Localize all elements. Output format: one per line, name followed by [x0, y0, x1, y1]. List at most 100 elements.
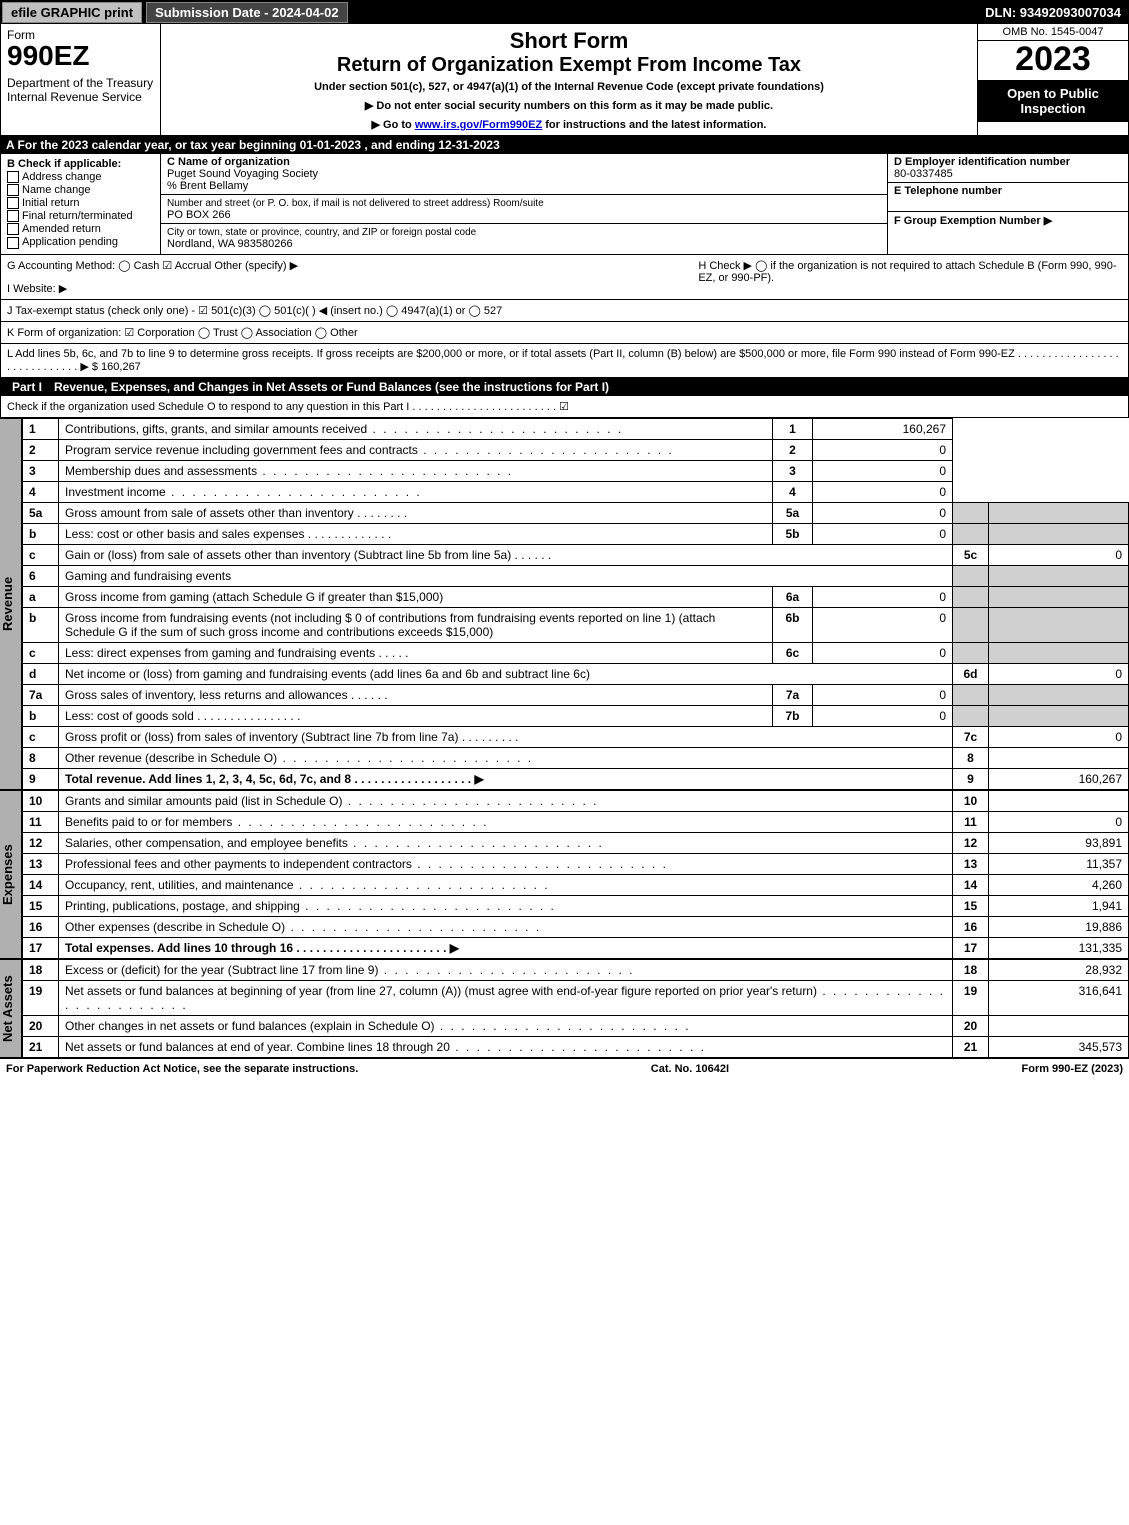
dln-label: DLN: 93492093007034: [977, 5, 1129, 20]
line-9-desc: Total revenue. Add lines 1, 2, 3, 4, 5c,…: [59, 768, 953, 789]
line-6c-val: 0: [813, 642, 953, 663]
line-5b-desc: Less: cost or other basis and sales expe…: [59, 523, 773, 544]
revenue-table: 1Contributions, gifts, grants, and simil…: [22, 418, 1129, 790]
line-17-desc: Total expenses. Add lines 10 through 16 …: [59, 937, 953, 958]
line-19-desc: Net assets or fund balances at beginning…: [59, 980, 953, 1015]
tax-year: 2023: [978, 41, 1128, 78]
form-number: 990EZ: [7, 42, 154, 70]
line-20-desc: Other changes in net assets or fund bala…: [59, 1015, 953, 1036]
line-18-desc: Excess or (deficit) for the year (Subtra…: [59, 959, 953, 980]
line-6-desc: Gaming and fundraising events: [59, 565, 953, 586]
chk-name-change[interactable]: Name change: [7, 184, 154, 196]
line-1-amt: 160,267: [813, 418, 953, 439]
public-inspection-badge: Open to Public Inspection: [978, 80, 1128, 122]
net-assets-vertical-label: Net Assets: [0, 959, 22, 1058]
header-grid: B Check if applicable: Address change Na…: [0, 154, 1129, 255]
line-11-amt: 0: [989, 811, 1129, 832]
form-title-block: Short Form Return of Organization Exempt…: [161, 24, 978, 135]
line-16-desc: Other expenses (describe in Schedule O): [59, 916, 953, 937]
form-ref: Form 990-EZ (2023): [1022, 1063, 1123, 1075]
line-14-amt: 4,260: [989, 874, 1129, 895]
line-6b-val: 0: [813, 607, 953, 642]
line-1-desc: Contributions, gifts, grants, and simila…: [59, 418, 773, 439]
revenue-vertical-label: Revenue: [0, 418, 22, 790]
line-12-desc: Salaries, other compensation, and employ…: [59, 832, 953, 853]
dept-label: Department of the Treasury: [7, 76, 154, 90]
line-11-desc: Benefits paid to or for members: [59, 811, 953, 832]
ssn-note: ▶ Do not enter social security numbers o…: [169, 99, 969, 112]
line-6a-val: 0: [813, 586, 953, 607]
part-i-label: Part I: [6, 380, 48, 394]
form-id-block: Form 990EZ Department of the Treasury In…: [1, 24, 161, 135]
line-21-amt: 345,573: [989, 1036, 1129, 1057]
chk-amended-return[interactable]: Amended return: [7, 223, 154, 235]
line-4-desc: Investment income: [59, 481, 773, 502]
col-b-title: B Check if applicable:: [7, 158, 121, 170]
line-12-amt: 93,891: [989, 832, 1129, 853]
chk-address-change[interactable]: Address change: [7, 171, 154, 183]
k-form-of-org: K Form of organization: ☑ Corporation ◯ …: [0, 322, 1129, 344]
net-assets-table: 18Excess or (deficit) for the year (Subt…: [22, 959, 1129, 1058]
i-website: I Website: ▶: [7, 282, 676, 295]
f-label: F Group Exemption Number ▶: [894, 215, 1052, 227]
ein-value: 80-0337485: [894, 168, 953, 180]
line-5b-val: 0: [813, 523, 953, 544]
col-d-ein-phone: D Employer identification number 80-0337…: [888, 154, 1128, 254]
line-20-amt: [989, 1015, 1129, 1036]
line-3-desc: Membership dues and assessments: [59, 460, 773, 481]
line-21-desc: Net assets or fund balances at end of ye…: [59, 1036, 953, 1057]
line-2-amt: 0: [813, 439, 953, 460]
care-of: % Brent Bellamy: [167, 180, 248, 192]
irs-link[interactable]: www.irs.gov/Form990EZ: [415, 119, 542, 131]
line-6c-desc: Less: direct expenses from gaming and fu…: [59, 642, 773, 663]
line-5a-val: 0: [813, 502, 953, 523]
line-5c-amt: 0: [989, 544, 1129, 565]
city-state-zip: Nordland, WA 983580266: [167, 238, 293, 250]
chk-initial-return[interactable]: Initial return: [7, 197, 154, 209]
form-title: Return of Organization Exempt From Incom…: [169, 54, 969, 77]
line-6d-desc: Net income or (loss) from gaming and fun…: [59, 663, 953, 684]
h-schedule-b: H Check ▶ ◯ if the organization is not r…: [698, 259, 1122, 284]
line-3-amt: 0: [813, 460, 953, 481]
line-15-amt: 1,941: [989, 895, 1129, 916]
line-7a-val: 0: [813, 684, 953, 705]
line-7a-desc: Gross sales of inventory, less returns a…: [59, 684, 773, 705]
expenses-section: Expenses 10Grants and similar amounts pa…: [0, 790, 1129, 959]
line-7b-val: 0: [813, 705, 953, 726]
line-6d-amt: 0: [989, 663, 1129, 684]
efile-print-button[interactable]: efile GRAPHIC print: [2, 2, 142, 23]
short-form-label: Short Form: [169, 28, 969, 54]
line-7c-desc: Gross profit or (loss) from sales of inv…: [59, 726, 953, 747]
chk-application-pending[interactable]: Application pending: [7, 236, 154, 248]
cat-no: Cat. No. 10642I: [651, 1063, 729, 1075]
expenses-vertical-label: Expenses: [0, 790, 22, 959]
line-10-amt: [989, 790, 1129, 811]
line-2-desc: Program service revenue including govern…: [59, 439, 773, 460]
page-footer: For Paperwork Reduction Act Notice, see …: [0, 1058, 1129, 1079]
street-address: PO BOX 266: [167, 209, 231, 221]
line-13-desc: Professional fees and other payments to …: [59, 853, 953, 874]
part-i-check: Check if the organization used Schedule …: [0, 396, 1129, 418]
j-tax-exempt: J Tax-exempt status (check only one) - ☑…: [0, 300, 1129, 322]
submission-date-button[interactable]: Submission Date - 2024-04-02: [146, 2, 348, 23]
irs-label: Internal Revenue Service: [7, 90, 154, 104]
line-8-desc: Other revenue (describe in Schedule O): [59, 747, 953, 768]
org-name: Puget Sound Voyaging Society: [167, 168, 318, 180]
expenses-table: 10Grants and similar amounts paid (list …: [22, 790, 1129, 959]
chk-final-return[interactable]: Final return/terminated: [7, 210, 154, 222]
addr-label: Number and street (or P. O. box, if mail…: [167, 198, 544, 209]
line-19-amt: 316,641: [989, 980, 1129, 1015]
line-16-amt: 19,886: [989, 916, 1129, 937]
line-14-desc: Occupancy, rent, utilities, and maintena…: [59, 874, 953, 895]
line-7c-amt: 0: [989, 726, 1129, 747]
top-bar: efile GRAPHIC print Submission Date - 20…: [0, 0, 1129, 24]
line-6a-desc: Gross income from gaming (attach Schedul…: [59, 586, 773, 607]
link-note: ▶ Go to www.irs.gov/Form990EZ for instru…: [169, 118, 969, 131]
line-18-amt: 28,932: [989, 959, 1129, 980]
line-8-amt: [989, 747, 1129, 768]
row-g-h: G Accounting Method: ◯ Cash ☑ Accrual Ot…: [0, 255, 1129, 300]
line-5a-desc: Gross amount from sale of assets other t…: [59, 502, 773, 523]
l-gross-receipts: L Add lines 5b, 6c, and 7b to line 9 to …: [0, 344, 1129, 378]
part-i-title: Revenue, Expenses, and Changes in Net As…: [54, 380, 609, 394]
g-accounting-method: G Accounting Method: ◯ Cash ☑ Accrual Ot…: [7, 259, 676, 272]
